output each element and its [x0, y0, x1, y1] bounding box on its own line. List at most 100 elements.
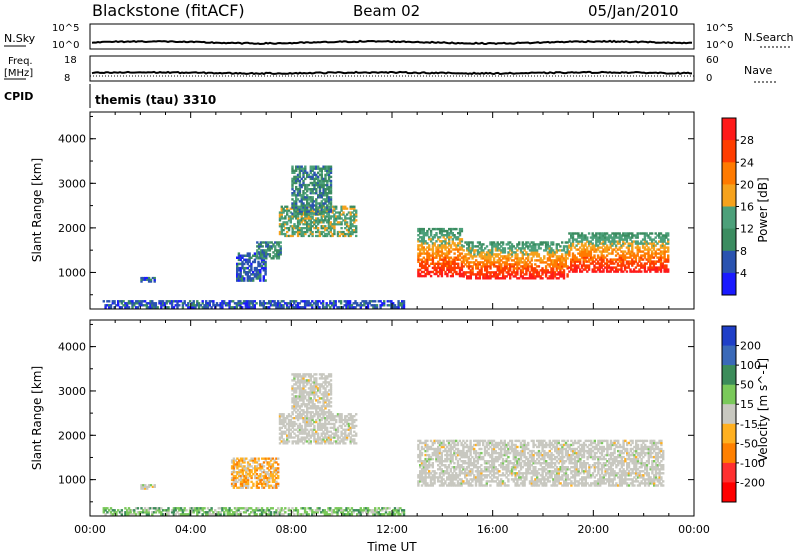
- data-cell: [336, 215, 340, 218]
- data-cell: [444, 262, 447, 265]
- data-cell: [315, 204, 318, 207]
- data-cell: [327, 167, 331, 170]
- data-cell: [329, 373, 333, 376]
- data-cell: [257, 482, 260, 485]
- data-cell: [561, 263, 564, 266]
- data-cell: [607, 240, 611, 243]
- data-cell: [291, 179, 294, 183]
- data-cell: [282, 211, 285, 214]
- data-cell: [552, 271, 555, 274]
- data-cell: [453, 244, 456, 247]
- data-cell: [473, 273, 476, 276]
- data-cell: [313, 171, 316, 174]
- data-cell: [498, 265, 501, 268]
- data-cell: [241, 467, 244, 470]
- data-cell: [491, 275, 494, 278]
- data-cell: [535, 259, 539, 262]
- data-cell: [514, 251, 517, 254]
- data-cell: [340, 432, 343, 435]
- data-cell: [579, 254, 582, 257]
- data-cell: [256, 249, 259, 252]
- data-cell: [420, 258, 424, 261]
- data-cell: [492, 261, 496, 264]
- data-cell: [627, 246, 630, 249]
- data-cell: [232, 469, 236, 472]
- data-cell: [313, 204, 316, 207]
- data-cell: [667, 246, 670, 249]
- data-cell: [298, 167, 302, 170]
- data-cell: [620, 270, 623, 273]
- data-cell: [327, 422, 331, 426]
- data-cell: [248, 304, 251, 307]
- data-cell: [306, 200, 309, 203]
- data-cell: [462, 449, 465, 453]
- data-cell: [320, 393, 323, 396]
- data-cell: [325, 415, 329, 418]
- data-cell: [645, 232, 648, 235]
- data-cell: [582, 268, 585, 271]
- data-cell: [448, 270, 451, 274]
- data-cell: [291, 215, 294, 218]
- data-cell: [546, 263, 550, 266]
- data-cell: [631, 234, 634, 237]
- data-cell: [320, 204, 323, 207]
- data-cell: [507, 243, 510, 246]
- data-cell: [453, 439, 456, 443]
- data-cell: [598, 258, 602, 261]
- data-cell: [530, 277, 533, 280]
- data-cell: [455, 476, 458, 479]
- data-cell: [649, 258, 652, 261]
- data-cell: [614, 246, 618, 249]
- data-cell: [261, 463, 264, 466]
- data-cell: [273, 469, 276, 472]
- data-cell: [306, 432, 309, 435]
- data-cell: [302, 211, 305, 214]
- data-cell: [329, 387, 333, 390]
- data-cell: [347, 426, 351, 429]
- data-cell: [438, 439, 442, 443]
- data-cell: [324, 169, 327, 172]
- data-cell: [460, 484, 463, 487]
- data-cell: [584, 260, 587, 263]
- data-cell: [307, 434, 311, 437]
- data-cell: [665, 264, 668, 267]
- data-cell: [663, 266, 666, 269]
- data-cell: [313, 383, 316, 386]
- data-cell: [298, 230, 302, 234]
- data-cell: [457, 256, 460, 259]
- data-cell: [462, 466, 465, 469]
- data-cell: [320, 417, 323, 420]
- data-cell: [419, 474, 422, 477]
- data-cell: [458, 246, 462, 249]
- data-cell: [325, 440, 329, 443]
- data-cell: [302, 432, 305, 435]
- data-cell: [579, 234, 582, 237]
- data-cell: [338, 440, 341, 443]
- data-cell: [316, 304, 319, 307]
- data-cell: [338, 230, 341, 234]
- data-cell: [320, 221, 323, 224]
- data-cell: [509, 267, 512, 270]
- data-cell: [440, 460, 443, 463]
- data-cell: [420, 227, 424, 231]
- data-cell: [647, 268, 650, 271]
- data-cell: [302, 413, 305, 416]
- data-cell: [302, 206, 305, 209]
- data-cell: [273, 486, 276, 489]
- data-cell: [340, 434, 343, 437]
- data-cell: [489, 255, 492, 258]
- data-cell: [244, 260, 248, 264]
- data-cell: [134, 302, 138, 305]
- data-cell: [634, 258, 638, 261]
- data-cell: [256, 255, 259, 258]
- data-cell: [420, 244, 424, 247]
- data-cell: [438, 484, 442, 487]
- data-cell: [246, 304, 249, 307]
- data-cell: [650, 256, 654, 259]
- data-cell: [293, 181, 296, 185]
- data-cell: [419, 227, 422, 231]
- data-cell: [327, 436, 331, 439]
- data-cell: [303, 300, 307, 303]
- data-cell: [347, 417, 351, 420]
- data-cell: [279, 247, 282, 250]
